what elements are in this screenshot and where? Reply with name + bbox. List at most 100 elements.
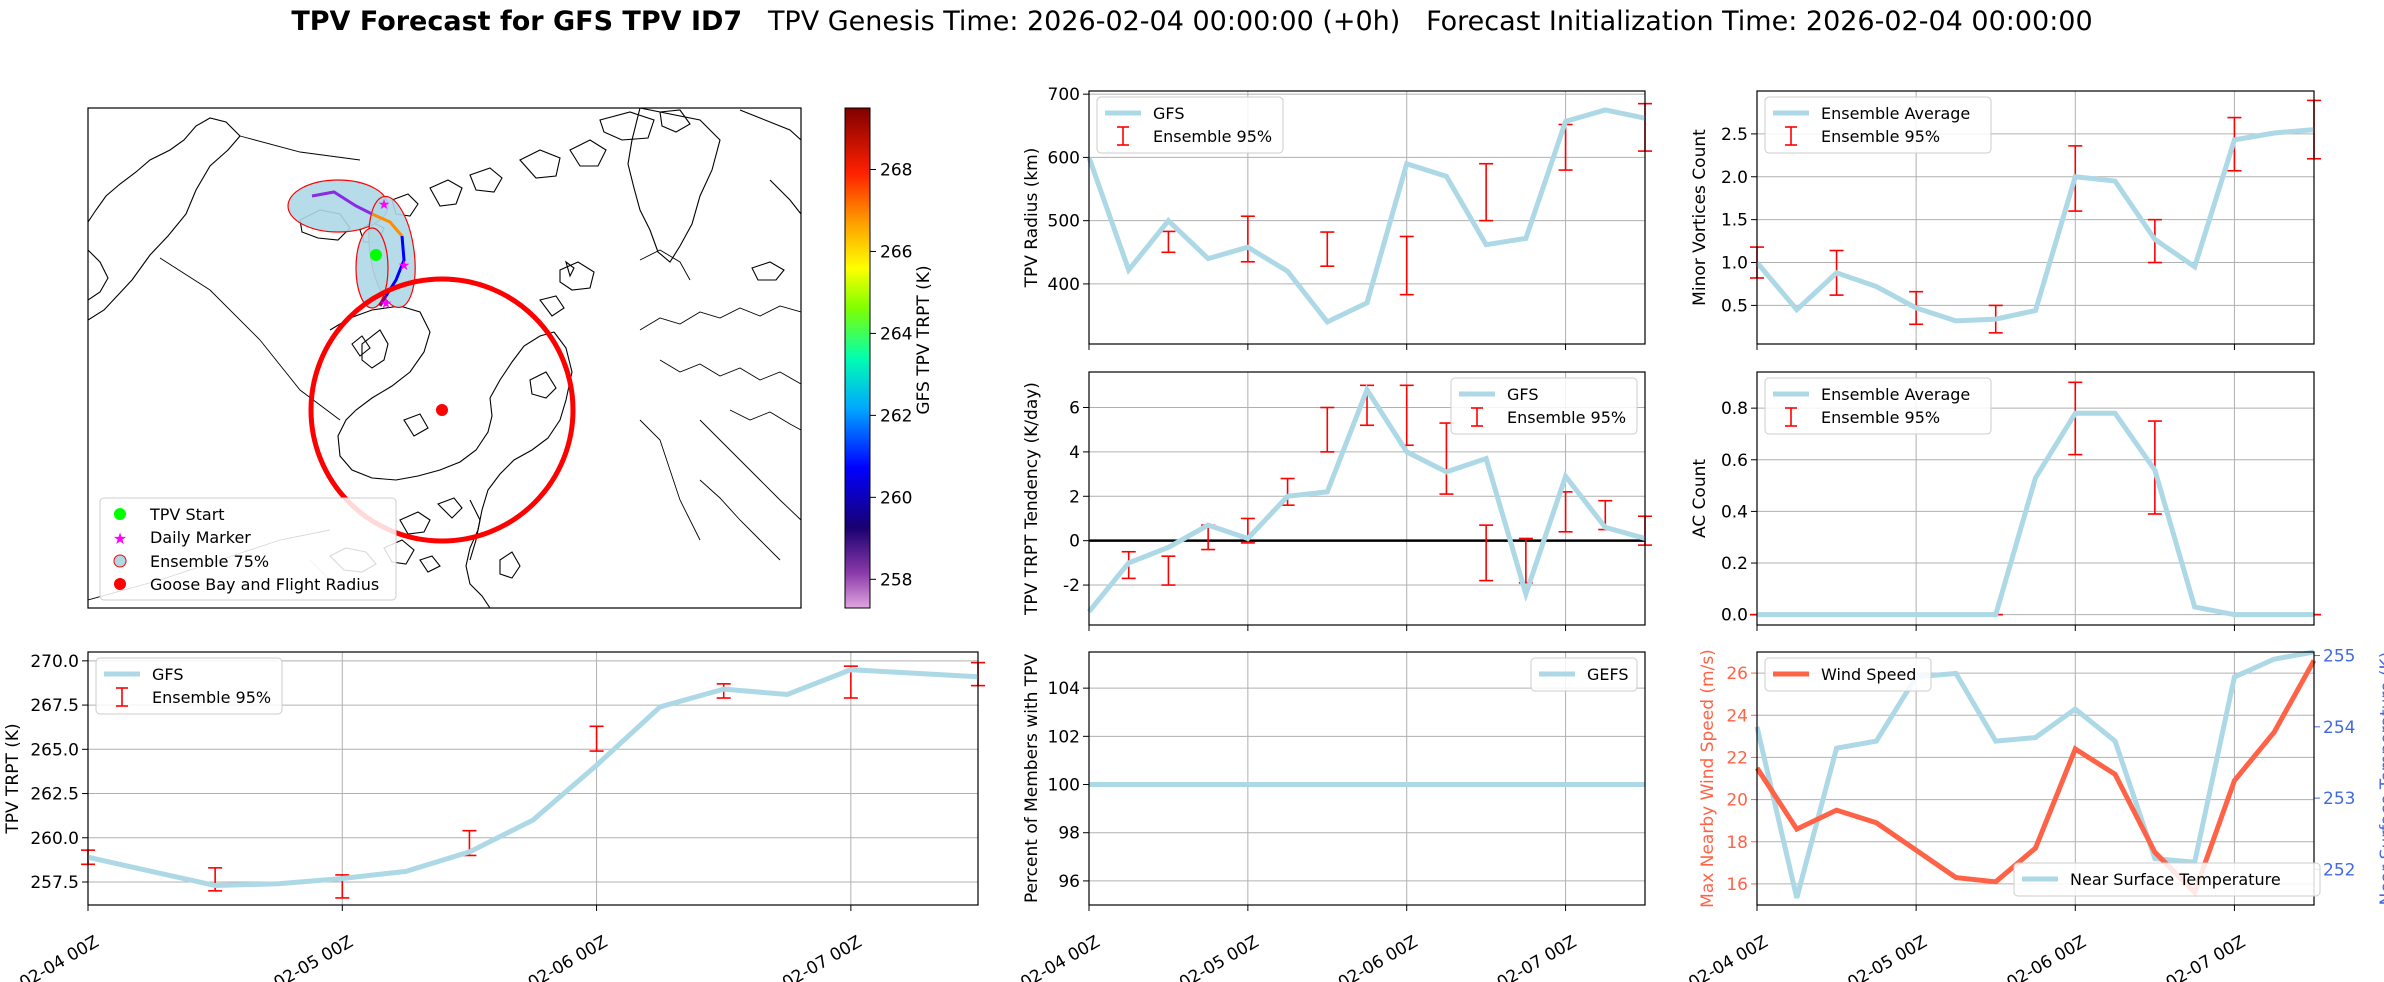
colorbar-tick-label: 262 — [880, 406, 912, 426]
x-tick-label: 02-06 00Z — [1335, 932, 1421, 982]
legend-label: Ensemble 95% — [1153, 127, 1272, 146]
legend-label: Ensemble 95% — [1821, 408, 1940, 427]
legend: Near Surface Temperature — [2013, 862, 2321, 897]
y-tick-label: 0.4 — [1721, 502, 1748, 522]
legend-label: GFS — [1153, 104, 1184, 123]
chart-wind: 16 18 20 22 24 26 02-04 00Z 02-05 00Z 02-06 00Z 0… — [1685, 647, 2384, 982]
legend-daily-marker-icon: ★ — [113, 529, 127, 548]
plot-frame — [1088, 90, 1646, 345]
y-axis-label: Percent of Members with TPV — [1022, 654, 1042, 903]
series-line — [1087, 384, 1646, 614]
map-legend: TPV Start ★ Daily Marker Ensemble 75% Go… — [99, 497, 397, 601]
y-tick-label: 18 — [1726, 833, 1748, 853]
colorbar-tick-label: 264 — [880, 324, 912, 344]
y-tick-label: 0.8 — [1721, 399, 1748, 419]
y2-tick-label: 254 — [2323, 718, 2355, 738]
y-tick-label: 265.0 — [30, 740, 79, 760]
y-tick-label: 6 — [1069, 399, 1080, 419]
chart-radius: 400 500 600 700 TPV Radius (km) GFS Ensemble 9… — [1022, 85, 1652, 350]
x-tick-label: 02-04 00Z — [16, 932, 102, 982]
y-tick-label: 22 — [1726, 748, 1748, 768]
x-tick-label: 02-05 00Z — [1844, 932, 1930, 982]
y-tick-label: 2.5 — [1721, 125, 1748, 145]
y-axis-label: TPV Radius (km) — [1022, 148, 1042, 289]
legend-box — [95, 657, 283, 715]
legend: GFS Ensemble 95% — [95, 657, 283, 715]
legend-tpv-start-label: TPV Start — [149, 505, 225, 524]
y-tick-label: 0.6 — [1721, 451, 1748, 471]
series-line — [1757, 410, 2314, 618]
daily-marker-1: ★ — [378, 197, 391, 213]
plot-frame — [1756, 371, 2315, 626]
colorbar: 258 260 262 264 266 268 GFS TPV TRPT (K) — [844, 107, 934, 609]
legend: Ensemble Average Ensemble 95% — [1764, 96, 1992, 154]
y-tick-label: 102 — [1048, 727, 1080, 747]
y-tick-label: 2.0 — [1721, 168, 1748, 188]
legend-label: GEFS — [1587, 665, 1629, 684]
colorbar-label: GFS TPV TRPT (K) — [914, 265, 934, 414]
plot-frame — [1088, 651, 1646, 906]
y-tick-label: 4 — [1069, 443, 1080, 463]
y2-tick-label: 255 — [2323, 647, 2355, 667]
y-tick-label: 0.2 — [1721, 554, 1748, 574]
legend-tpv-start-icon — [114, 508, 126, 520]
y-tick-label: 26 — [1726, 664, 1748, 684]
y-tick-label: 260.0 — [30, 829, 79, 849]
chart-members: 96 98 100 102 104 02-04 00Z 02-05 00Z 02-06 00Z… — [1017, 651, 1646, 982]
y-tick-label: 2 — [1069, 487, 1080, 507]
title-genesis-time: TPV Genesis Time: 2026-02-04 00:00:00 (+… — [767, 6, 1401, 37]
x-tick-label: 02-05 00Z — [270, 932, 356, 982]
goose-bay-marker — [436, 404, 448, 416]
x-tick-label: 02-07 00Z — [1494, 932, 1580, 982]
legend-label: GFS — [1507, 385, 1538, 404]
legend-box — [1764, 657, 1932, 692]
legend-goose-bay-icon — [114, 578, 126, 590]
y-tick-label: 257.5 — [30, 873, 79, 893]
legend-box — [2013, 862, 2321, 897]
figure-title: TPV Forecast for GFS TPV ID7 TPV Genesis… — [0, 6, 2384, 37]
colorbar-ticks: 258 260 262 264 266 268 — [870, 160, 912, 590]
legend-label: Ensemble Average — [1821, 104, 1970, 123]
y2-axis-label: Near Surface Temperature (K) — [2377, 652, 2384, 906]
y-tick-label: 20 — [1726, 791, 1748, 811]
plot-frame — [1756, 90, 2315, 345]
legend-label: Ensemble 95% — [152, 688, 271, 707]
y-tick-label: 600 — [1048, 148, 1080, 168]
legend-box — [1530, 657, 1638, 692]
y-tick-label: -2 — [1063, 576, 1080, 596]
x-tick-label: 02-06 00Z — [2003, 932, 2089, 982]
x-tick-label: 02-07 00Z — [2163, 932, 2249, 982]
chart-tendency: -2 0 2 4 6 TPV TRPT Tendency (K/day) GFS Ensemb… — [1022, 371, 1652, 631]
tpv-start-marker — [370, 249, 382, 261]
y-tick-label: 262.5 — [30, 785, 79, 805]
plot-frame — [87, 651, 979, 906]
y-tick-label: 700 — [1048, 85, 1080, 105]
legend-box — [1764, 377, 1992, 435]
legend-box — [1096, 96, 1284, 154]
legend-label: Ensemble 95% — [1821, 127, 1940, 146]
x-tick-label: 02-04 00Z — [1685, 932, 1771, 982]
legend: Ensemble Average Ensemble 95% — [1764, 377, 1992, 435]
series-temperature-line — [1754, 649, 2315, 899]
daily-marker-3: ★ — [380, 296, 393, 312]
colorbar-tick-label: 268 — [880, 160, 912, 180]
y-tick-label: 104 — [1048, 679, 1080, 699]
y-tick-label: 16 — [1726, 875, 1748, 895]
legend-ensemble-75-icon — [113, 554, 127, 568]
y2-tick-label: 252 — [2323, 860, 2355, 880]
map-panel: ★ ★ ★ TPV Start ★ Daily Marker Ensemble … — [87, 107, 934, 609]
y-tick-label: 400 — [1048, 275, 1080, 295]
series-line — [1086, 107, 1646, 325]
legend-label: Ensemble Average — [1821, 385, 1970, 404]
y-tick-label: 267.5 — [30, 696, 79, 716]
y2-tick-label: 253 — [2323, 789, 2355, 809]
y-tick-label: 100 — [1048, 776, 1080, 796]
legend: GFS Ensemble 95% — [1450, 377, 1638, 435]
y-tick-label: 98 — [1058, 824, 1080, 844]
legend-daily-marker-label: Daily Marker — [150, 528, 251, 547]
colorbar-tick-label: 258 — [880, 570, 912, 590]
title-tpv-id: TPV Forecast for GFS TPV ID7 — [291, 6, 743, 37]
legend-label: GFS — [152, 665, 183, 684]
